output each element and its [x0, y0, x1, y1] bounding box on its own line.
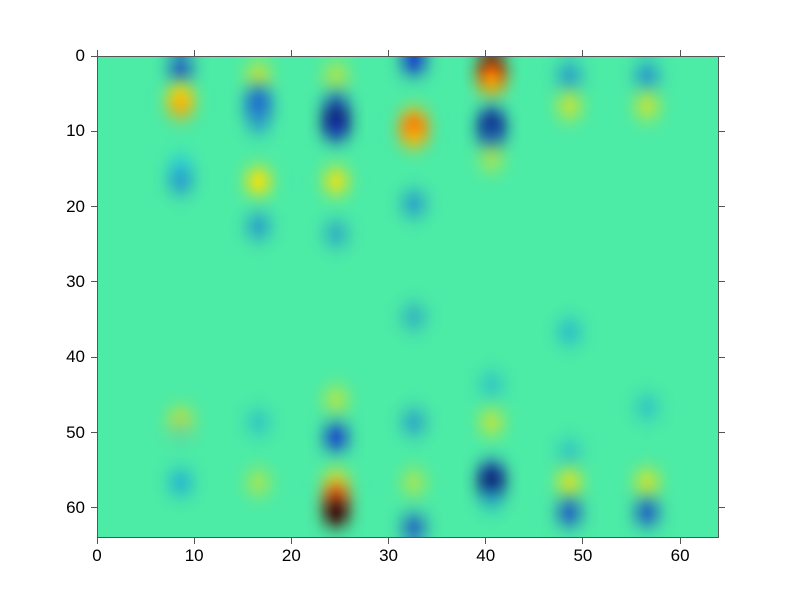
x-tick-mark-0: [97, 538, 98, 544]
x-tick-mark-top-60: [680, 50, 681, 56]
heatmap-canvas: [98, 57, 719, 538]
y-tick-mark-right-10: [719, 131, 725, 132]
y-tick-mark-right-20: [719, 206, 725, 207]
x-tick-mark-top-10: [194, 50, 195, 56]
y-tick-mark-right-40: [719, 357, 725, 358]
x-tick-label-40: 40: [476, 546, 495, 566]
x-tick-label-10: 10: [185, 546, 204, 566]
y-tick-mark-right-30: [719, 281, 725, 282]
y-tick-mark-right-50: [719, 432, 725, 433]
y-tick-mark-right-60: [719, 507, 725, 508]
x-tick-label-0: 0: [92, 546, 101, 566]
y-tick-label-40: 40: [45, 347, 85, 367]
x-tick-label-30: 30: [379, 546, 398, 566]
x-tick-mark-60: [680, 538, 681, 544]
x-tick-mark-top-30: [388, 50, 389, 56]
x-tick-mark-top-40: [485, 50, 486, 56]
x-tick-label-50: 50: [573, 546, 592, 566]
y-tick-mark-0: [91, 56, 97, 57]
y-tick-mark-30: [91, 281, 97, 282]
x-tick-mark-20: [291, 538, 292, 544]
y-tick-label-0: 0: [45, 46, 85, 66]
y-tick-label-50: 50: [45, 423, 85, 443]
y-tick-mark-right-0: [719, 56, 725, 57]
x-tick-mark-top-20: [291, 50, 292, 56]
x-tick-mark-50: [582, 538, 583, 544]
x-tick-label-20: 20: [282, 546, 301, 566]
chart-container: 0 10 20 30 40 50 60 0 10 20 30 40 50 60: [0, 0, 800, 600]
x-tick-label-60: 60: [671, 546, 690, 566]
x-tick-mark-30: [388, 538, 389, 544]
y-tick-mark-40: [91, 357, 97, 358]
y-tick-mark-20: [91, 206, 97, 207]
y-tick-label-10: 10: [45, 121, 85, 141]
y-tick-label-60: 60: [45, 498, 85, 518]
y-tick-mark-60: [91, 507, 97, 508]
y-tick-label-30: 30: [45, 272, 85, 292]
heatmap-plot-area: [97, 56, 719, 538]
y-tick-mark-50: [91, 432, 97, 433]
x-tick-mark-10: [194, 538, 195, 544]
y-tick-label-20: 20: [45, 197, 85, 217]
y-tick-mark-10: [91, 131, 97, 132]
x-tick-mark-top-50: [582, 50, 583, 56]
x-tick-mark-40: [485, 538, 486, 544]
